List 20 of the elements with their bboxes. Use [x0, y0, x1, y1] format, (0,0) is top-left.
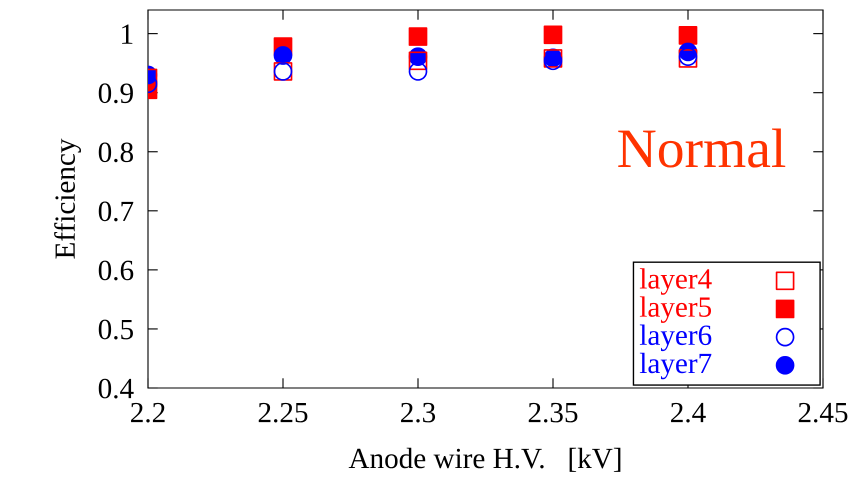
y-tick-label: 0.4	[98, 378, 134, 399]
x-tick-label: 2.45	[798, 402, 848, 423]
legend-label: layer4	[640, 268, 712, 295]
y-tick-label: 0.5	[98, 320, 133, 340]
x-tick-label: 2.2	[131, 402, 165, 423]
legend-label: layer5	[640, 296, 712, 323]
annotation: Normal	[618, 128, 786, 168]
y-tick-label: 0.8	[98, 142, 133, 162]
x-tick-label: 2.4	[671, 402, 706, 423]
y-tick-label: 0.7	[98, 202, 134, 222]
y-axis-title: Efficiency	[54, 138, 81, 259]
y-tick-label: 0.9	[98, 83, 133, 104]
legend-label: layer7	[640, 352, 712, 380]
x-tick-label: 2.3	[401, 402, 436, 423]
y-tick-label: 1	[122, 24, 132, 44]
x-axis-title: Anode wire H.V. [kV]	[348, 448, 620, 472]
x-tick-label: 2.25	[258, 402, 308, 423]
x-tick-label: 2.35	[528, 402, 578, 423]
y-tick-label: 0.6	[98, 260, 134, 280]
legend-label: layer6	[640, 324, 712, 352]
